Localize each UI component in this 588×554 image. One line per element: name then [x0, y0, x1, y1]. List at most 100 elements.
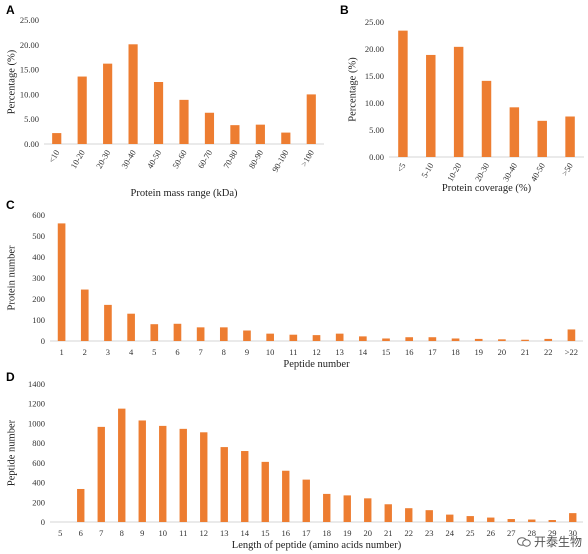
x-tick-label: 90-100 — [270, 148, 291, 174]
panel-letter-d: D — [6, 370, 15, 384]
x-tick-label: >22 — [565, 347, 578, 357]
x-tick-label: 18 — [451, 347, 460, 357]
x-tick-label: 15 — [261, 528, 270, 538]
x-tick-label: 9 — [245, 347, 249, 357]
bar — [446, 514, 454, 522]
x-axis-title: Peptide number — [283, 359, 350, 370]
bar — [200, 432, 208, 522]
y-tick-label: 0 — [41, 517, 45, 527]
x-tick-label: 13 — [220, 528, 229, 538]
x-tick-label: 17 — [428, 347, 437, 357]
x-tick-label: 40-50 — [528, 161, 547, 183]
y-tick-label: 5.00 — [369, 125, 384, 135]
bar — [487, 517, 495, 522]
x-tick-label: 50-60 — [170, 148, 189, 170]
x-tick-label: <10 — [46, 148, 61, 165]
bar — [343, 495, 351, 522]
y-tick-label: 0.00 — [24, 139, 39, 149]
bar — [405, 337, 414, 341]
y-tick-label: 25.00 — [20, 15, 39, 25]
x-tick-label: 40-50 — [145, 148, 164, 170]
y-tick-label: 15.00 — [20, 65, 39, 75]
bar — [474, 338, 483, 341]
y-tick-label: 200 — [32, 294, 45, 304]
x-tick-label: 29 — [548, 528, 557, 538]
bar — [255, 124, 265, 144]
bar — [364, 498, 372, 522]
bar — [159, 425, 167, 522]
y-tick-label: 400 — [32, 478, 45, 488]
x-tick-label: 12 — [200, 528, 209, 538]
bar — [567, 329, 576, 341]
x-tick-label: 11 — [289, 347, 297, 357]
x-tick-label: 19 — [343, 528, 352, 538]
bar — [196, 327, 205, 341]
x-axis-title: Protein mass range (kDa) — [130, 188, 238, 199]
y-axis-title: Percentage (%) — [347, 57, 358, 122]
bar — [323, 493, 331, 522]
x-tick-label: 22 — [544, 347, 553, 357]
bar — [481, 80, 492, 157]
bar — [453, 46, 464, 158]
bar — [569, 513, 577, 522]
bar — [498, 339, 506, 341]
bar — [509, 107, 520, 157]
y-tick-label: 10.00 — [365, 98, 384, 108]
x-tick-label: 10 — [159, 528, 168, 538]
bar — [398, 30, 408, 157]
x-tick-label: 4 — [129, 347, 134, 357]
x-tick-label: 11 — [179, 528, 187, 538]
y-tick-label: 20.00 — [20, 40, 39, 50]
bar — [179, 428, 187, 522]
bar — [220, 447, 228, 522]
x-axis-title: Length of peptide (amino acids number) — [232, 540, 402, 551]
x-tick-label: 18 — [323, 528, 332, 538]
bar — [219, 327, 228, 341]
x-tick-label: 22 — [405, 528, 414, 538]
y-tick-label: 100 — [32, 315, 45, 325]
x-tick-label: 70-80 — [221, 148, 240, 170]
x-tick-label: 24 — [446, 528, 455, 538]
x-tick-label: 7 — [99, 528, 103, 538]
y-tick-label: 20.00 — [365, 44, 384, 54]
bar — [103, 63, 113, 145]
x-tick-label: 20-30 — [94, 148, 113, 170]
x-tick-label: 8 — [222, 347, 226, 357]
x-tick-label: 15 — [382, 347, 391, 357]
watermark-text: 开泰生物 — [533, 535, 582, 549]
x-tick-label: 21 — [521, 347, 530, 357]
x-tick-label: >100 — [299, 148, 316, 168]
panel-letter-b: B — [340, 3, 349, 17]
x-tick-label: 2 — [83, 347, 87, 357]
bar — [565, 116, 575, 157]
bar — [312, 335, 321, 341]
y-tick-label: 10.00 — [20, 89, 39, 99]
x-tick-label: 19 — [474, 347, 483, 357]
x-tick-label: <5 — [394, 161, 407, 174]
x-tick-label: 23 — [425, 528, 434, 538]
y-tick-label: 400 — [32, 252, 45, 262]
bar — [405, 508, 413, 522]
bar — [230, 125, 240, 144]
x-tick-label: 20 — [498, 347, 507, 357]
bar — [97, 426, 105, 522]
x-tick-label: 16 — [282, 528, 291, 538]
y-tick-label: 25.00 — [365, 17, 384, 27]
bar — [153, 82, 164, 144]
bar — [302, 479, 310, 522]
bar — [382, 338, 390, 341]
y-axis-title: Peptide number — [6, 419, 17, 486]
x-tick-label: 16 — [405, 347, 414, 357]
bar — [306, 94, 316, 144]
y-tick-label: 600 — [32, 210, 45, 220]
bar — [243, 330, 251, 341]
y-tick-label: 5.00 — [24, 114, 39, 124]
x-tick-label: 9 — [140, 528, 144, 538]
bar — [80, 289, 89, 341]
x-tick-label: 14 — [241, 528, 250, 538]
bar — [281, 132, 291, 144]
bar — [289, 334, 298, 341]
chart-panel-d: D 0 200 400 600 800 1000 1200 1400 5 6 7 8 9 10 11 12 13 1… — [6, 370, 583, 551]
y-tick-label: 800 — [32, 438, 45, 448]
